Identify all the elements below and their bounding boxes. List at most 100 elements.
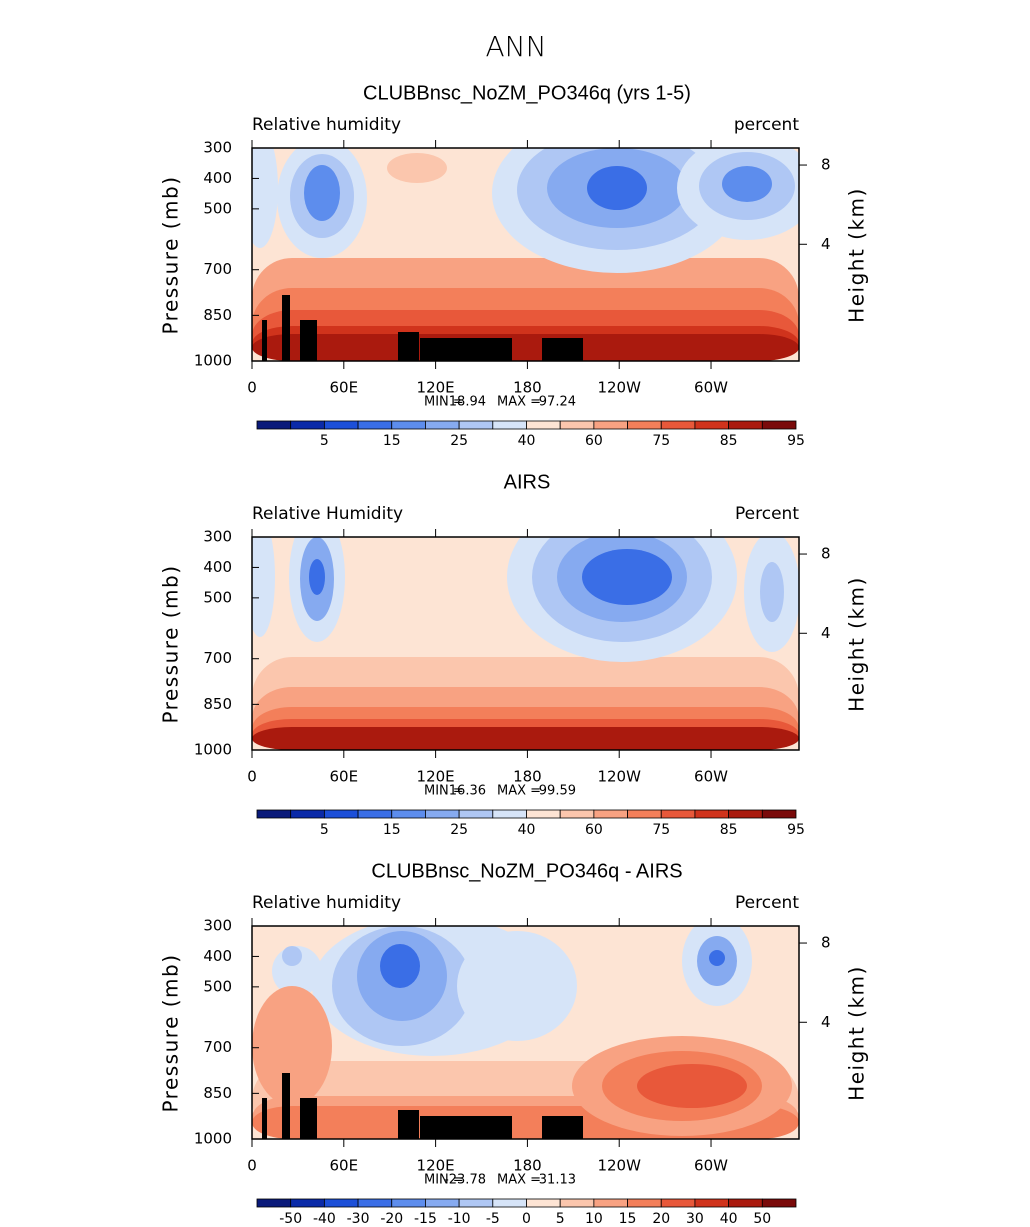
colorbar-box (323, 1198, 359, 1208)
shade (637, 1064, 747, 1108)
x-tick-label: 180 (513, 379, 542, 397)
colorbar-box (492, 1198, 527, 1208)
y-tick-label: 500 (203, 199, 232, 217)
x-tick-label: 120W (597, 379, 641, 397)
right-label: Percent (735, 893, 799, 913)
y-tick-label: 500 (203, 977, 232, 995)
panel-title: CLUBBnsc_NoZM_PO346q (yrs 1-5) (363, 82, 691, 104)
colorbar-label: 75 (652, 433, 670, 449)
max-label: MAX = (497, 395, 541, 410)
colorbar-box (593, 1198, 628, 1208)
colorbar-box (391, 420, 426, 430)
colorbar-box (357, 809, 393, 819)
panel-title: CLUBBnsc_NoZM_PO346q - AIRS (371, 860, 682, 882)
shade (457, 931, 577, 1041)
colorbar-box (593, 420, 628, 430)
right-label: percent (734, 115, 799, 135)
shade (760, 562, 784, 622)
colorbar-box (761, 420, 797, 430)
colorbar-label: 95 (787, 822, 805, 838)
y-tick-label: 850 (203, 306, 232, 324)
colorbar-label: 75 (652, 822, 670, 838)
y-tick-label: 1000 (194, 741, 232, 759)
colorbar-box (458, 420, 494, 430)
topography (300, 320, 317, 361)
colorbar-label: 30 (686, 1211, 704, 1227)
shade (387, 153, 447, 183)
colorbar-label: 25 (450, 822, 468, 838)
topography (262, 320, 267, 361)
colorbar-box (290, 809, 325, 819)
colorbar-label: 40 (518, 433, 536, 449)
y-tick-label: 700 (203, 1038, 232, 1056)
colorbar-box (357, 420, 393, 430)
colorbar-box (357, 1198, 393, 1208)
colorbar-label: 5 (320, 433, 329, 449)
right-label: Percent (735, 504, 799, 524)
x-tick-label: 0 (247, 379, 257, 397)
shade (252, 334, 799, 361)
colorbar-box (627, 809, 662, 819)
topography (262, 1098, 267, 1139)
shade (282, 946, 302, 966)
max-label: MAX = (497, 784, 541, 799)
colorbar-label: 20 (652, 1211, 670, 1227)
y2-tick-label: 4 (821, 235, 831, 253)
colorbar-box (761, 1198, 797, 1208)
shade (722, 166, 772, 202)
x-tick-label: 180 (513, 768, 542, 786)
y2-axis-label: Height (km) (845, 965, 869, 1101)
colorbar-box (593, 809, 628, 819)
y2-tick-label: 8 (821, 545, 831, 563)
x-tick-label: 60W (694, 1157, 728, 1175)
y-axis-label: Pressure (mb) (159, 564, 183, 723)
y2-tick-label: 8 (821, 156, 831, 174)
colorbar-box (761, 809, 797, 819)
colorbar-label: -5 (486, 1211, 500, 1227)
colorbar-box (290, 1198, 325, 1208)
x-tick-label: 0 (247, 768, 257, 786)
max-value: 99.59 (539, 784, 576, 799)
colorbar-label: -50 (279, 1211, 302, 1227)
colorbar-box (660, 420, 696, 430)
y2-tick-label: 4 (821, 624, 831, 642)
y-axis-label: Pressure (mb) (159, 175, 183, 334)
shade (252, 727, 799, 750)
y-tick-label: 500 (203, 588, 232, 606)
colorbar-box (694, 420, 730, 430)
colorbar-box (559, 809, 595, 819)
x-tick-label: 60W (694, 379, 728, 397)
y2-axis-label: Height (km) (845, 187, 869, 323)
colorbar-box (559, 420, 595, 430)
colorbar-label: -40 (313, 1211, 336, 1227)
y-tick-label: 1000 (194, 352, 232, 370)
colorbar-box (559, 1198, 595, 1208)
colorbar-label: 10 (585, 1211, 603, 1227)
colorbar-box (391, 1198, 426, 1208)
colorbar-label: -30 (347, 1211, 370, 1227)
y-tick-label: 300 (203, 528, 232, 546)
colorbar-box (290, 420, 325, 430)
colorbar-label: 15 (619, 1211, 637, 1227)
y-tick-label: 1000 (194, 1130, 232, 1148)
colorbar-label: 40 (720, 1211, 738, 1227)
contour-shading (252, 148, 799, 361)
colorbar-box (458, 1198, 494, 1208)
y2-axis-label: Height (km) (845, 576, 869, 712)
colorbar-box (728, 809, 763, 819)
max-value: 31.13 (539, 1173, 576, 1188)
colorbar-box (492, 809, 527, 819)
x-tick-label: 120E (417, 1157, 455, 1175)
colorbar-label: -10 (448, 1211, 471, 1227)
colorbar-box (256, 1198, 292, 1208)
y-tick-label: 400 (203, 947, 232, 965)
colorbar-box (728, 420, 763, 430)
topography (282, 1073, 290, 1139)
min-value: -23.78 (444, 1173, 486, 1188)
contour-shading (252, 537, 799, 750)
x-tick-label: 120E (417, 379, 455, 397)
left-label: Relative humidity (252, 115, 401, 135)
colorbar-box (425, 420, 460, 430)
colorbar-label: 85 (720, 433, 738, 449)
